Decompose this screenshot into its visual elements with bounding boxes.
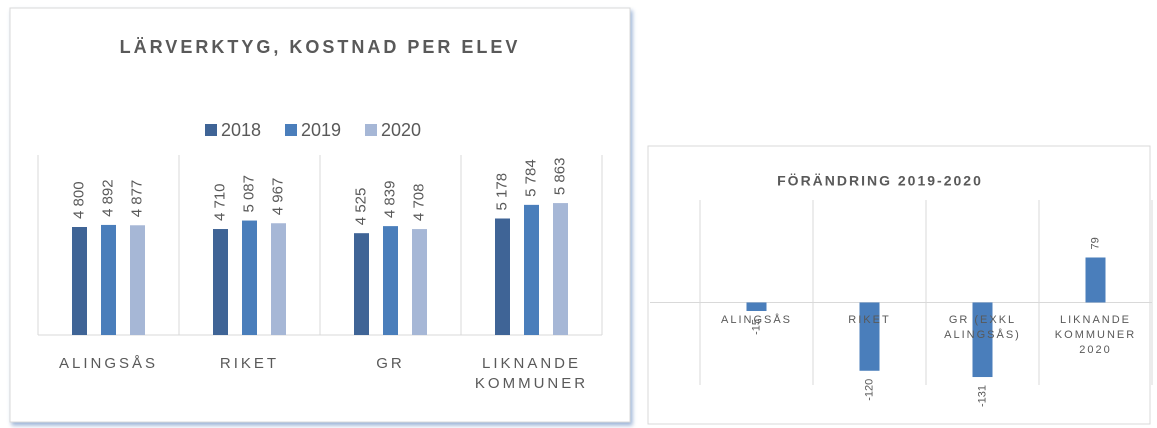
value-label: 4 708	[410, 184, 427, 222]
legend-swatch	[365, 124, 377, 136]
x-tick-label: ALINGSÅS	[720, 314, 793, 327]
bar	[1085, 257, 1106, 303]
bar	[213, 229, 228, 335]
value-label: 4 877	[128, 180, 145, 218]
x-tick-label: GR	[376, 355, 405, 372]
x-tick-label: LIKNANDE KOMMUNER	[474, 355, 589, 393]
x-tick-label: ALINGSÅS	[58, 355, 159, 372]
bar	[271, 223, 286, 335]
value-label: 4 800	[70, 181, 87, 219]
bar	[524, 204, 539, 335]
bar	[101, 224, 116, 335]
chart-title: FÖRÄNDRING 2019-2020	[777, 173, 983, 189]
bar	[72, 227, 87, 335]
legend-label: 2019	[301, 120, 341, 140]
value-label: 4 710	[211, 183, 228, 221]
value-label: 5 178	[493, 173, 510, 211]
x-tick-label: LIKNANDE KOMMUNER 2020	[1054, 314, 1137, 357]
value-label: 5 784	[522, 159, 539, 197]
legend-swatch	[285, 124, 297, 136]
bar	[972, 302, 993, 378]
x-tick-label: GR (EXKL ALINGSÅS)	[944, 314, 1021, 342]
value-label: -120	[863, 379, 875, 401]
bar	[495, 218, 510, 335]
value-label: -131	[976, 385, 988, 407]
x-tick-label: RIKET	[219, 355, 280, 372]
value-label: 5 087	[240, 175, 257, 213]
value-label: 5 863	[551, 158, 568, 196]
bar	[859, 302, 880, 371]
chart-frame	[647, 145, 1151, 425]
value-label: 79	[1089, 237, 1101, 249]
bar	[553, 203, 568, 335]
x-tick-label: RIKET	[848, 314, 891, 327]
value-label: -15	[750, 319, 762, 335]
value-label: 4 892	[99, 179, 116, 217]
chart-title: LÄRVERKTYG, KOSTNAD PER ELEV	[120, 37, 521, 57]
legend-label: 2018	[221, 120, 261, 140]
value-label: 4 967	[269, 178, 286, 216]
legend-label: 2020	[381, 120, 421, 140]
bar	[354, 233, 369, 335]
bar	[383, 226, 398, 335]
bar	[130, 225, 145, 335]
legend-swatch	[205, 124, 217, 136]
bar	[746, 302, 767, 311]
value-label: 4 525	[352, 188, 369, 226]
value-label: 4 839	[381, 181, 398, 219]
bar	[412, 229, 427, 335]
bar	[242, 220, 257, 335]
